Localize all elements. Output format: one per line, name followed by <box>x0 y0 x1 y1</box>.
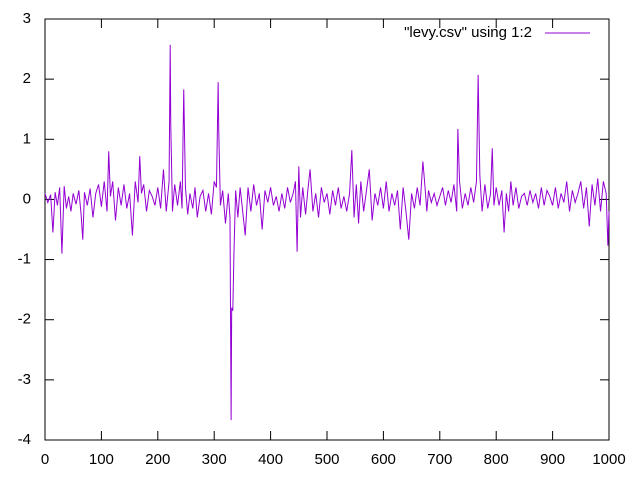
y-tick-label: -3 <box>18 371 31 388</box>
y-tick-label: 1 <box>23 130 31 147</box>
legend-label: "levy.csv" using 1:2 <box>404 24 532 41</box>
x-tick-label: 300 <box>202 451 227 468</box>
x-tick-label: 400 <box>258 451 283 468</box>
x-tick-label: 600 <box>371 451 396 468</box>
y-tick-label: 0 <box>23 190 31 207</box>
plot-frame <box>44 18 610 441</box>
data-line <box>44 44 610 421</box>
y-tick-label: 3 <box>23 10 31 27</box>
x-tick-label: 800 <box>484 451 509 468</box>
y-tick-label: 2 <box>23 70 31 87</box>
x-tick-label: 1000 <box>592 451 625 468</box>
y-tick-label: -1 <box>18 251 31 268</box>
x-tick-label: 0 <box>41 451 49 468</box>
x-tick-label: 700 <box>427 451 452 468</box>
x-tick-label: 200 <box>145 451 170 468</box>
x-tick-label: 500 <box>314 451 339 468</box>
x-tick-label: 100 <box>89 451 114 468</box>
y-tick-label: -4 <box>18 431 31 448</box>
y-tick-label: -2 <box>18 311 31 328</box>
x-tick-label: 900 <box>540 451 565 468</box>
